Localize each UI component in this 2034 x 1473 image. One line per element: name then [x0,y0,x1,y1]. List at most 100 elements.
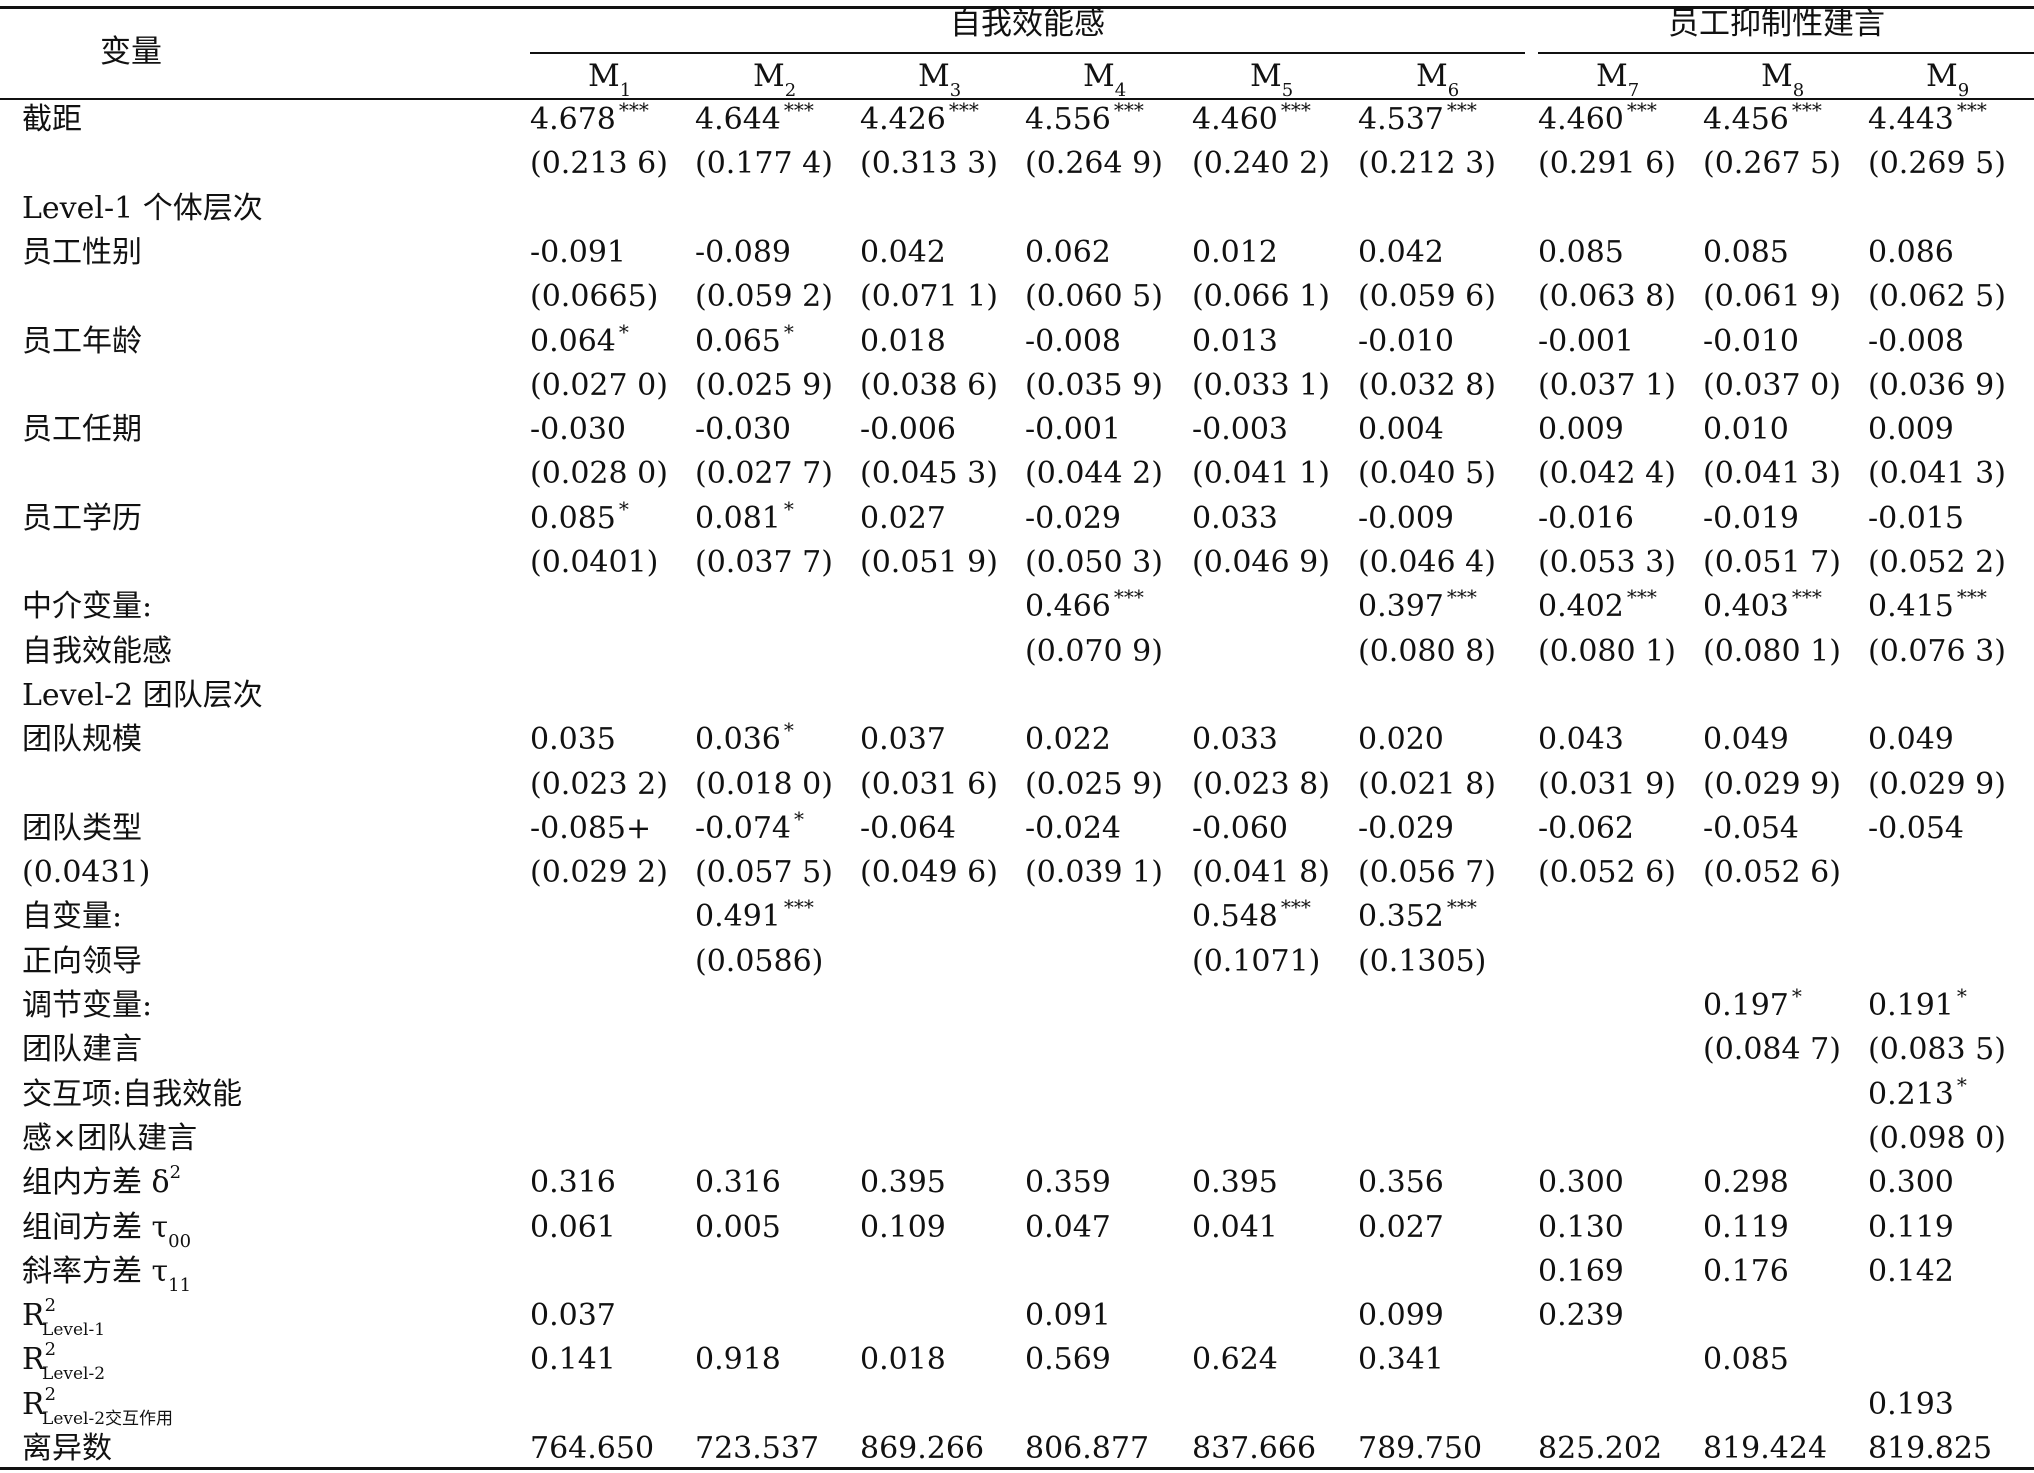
table-cell: 0.061 [530,1210,616,1246]
table-cell: 0.624 [1192,1342,1278,1378]
header-rule [0,98,2034,100]
table-cell: -0.074 * [695,807,804,849]
cell-value: (0.070 9) [1025,633,1163,669]
cell-value: (0.049 6) [860,855,998,891]
cell-value: 4.426 [860,102,946,137]
cell-value: -0.030 [530,412,627,448]
cell-value: (0.027 7) [695,456,833,492]
cell-value: -0.010 [1703,323,1800,359]
table-cell: (0.031 6) [860,767,998,803]
table-cell: (0.080 1) [1703,634,1841,670]
cell-value: (0.059 6) [1358,279,1496,315]
significance-marker: *** [1446,98,1477,122]
model-subscript: 9 [1957,80,1970,101]
table-cell: 0.020 [1358,722,1444,758]
table-cell: 4.456 *** [1703,98,1822,140]
table-cell: 4.460 *** [1192,98,1311,140]
cell-value: 4.456 [1703,102,1789,137]
model-header-4: M4 [1083,58,1126,101]
cell-value: -0.085+ [530,810,652,846]
cell-value: 806.877 [1025,1431,1150,1466]
cell-value: 4.537 [1358,102,1444,137]
model-letter: M [1761,58,1793,94]
row-label-text: 员工性别 [22,234,142,270]
cell-value: (0.052 6) [1538,855,1676,891]
table-cell: 0.109 [860,1210,946,1246]
model-header-2: M2 [753,58,796,101]
cell-value: (0.029 9) [1868,766,2006,802]
cell-value: (0.046 9) [1192,545,1330,580]
cell-value: 0.402 [1538,589,1624,625]
cell-value: (0.041 3) [1868,456,2006,492]
table-cell: 0.300 [1868,1165,1954,1201]
table-cell: (0.053 3) [1538,545,1676,581]
table-cell: 0.397 *** [1358,585,1477,627]
row-label-sup: 2 [169,1162,182,1184]
table-cell: (0.1071) [1192,944,1320,980]
cell-value: (0.051 7) [1703,545,1841,580]
model-letter: M [1083,58,1115,94]
table-cell: 825.202 [1538,1431,1662,1467]
cell-value: 0.397 [1358,589,1444,625]
cell-value: 0.197 [1703,988,1789,1023]
table-cell: -0.015 [1868,501,1964,537]
significance-marker: *** [1956,585,1987,610]
significance-marker: *** [1113,585,1144,610]
table-cell: (0.038 6) [860,368,998,404]
significance-marker: *** [783,895,814,920]
cell-value: 0.010 [1703,412,1789,448]
cell-value: 0.004 [1358,412,1444,448]
cell-value: 0.085 [1703,234,1789,270]
table-cell: (0.213 6) [530,146,668,182]
cell-value: 4.443 [1868,102,1954,137]
significance-marker: *** [1956,98,1987,122]
table-cell: (0.027 7) [695,456,833,492]
table-cell: -0.062 [1538,811,1634,847]
cell-value: -0.024 [1025,810,1122,846]
table-cell: (0.291 6) [1538,146,1676,182]
table-cell: 0.009 [1868,412,1954,448]
table-cell: -0.029 [1358,811,1454,847]
cell-value: 837.666 [1192,1431,1317,1466]
model-letter: M [1596,58,1628,94]
cell-value: 0.130 [1538,1209,1624,1245]
significance-marker: *** [1446,895,1477,920]
table-cell: 4.426 *** [860,98,979,140]
cell-value: -0.001 [1538,323,1635,359]
table-cell: 0.081 * [695,497,794,539]
cell-value: 0.466 [1025,589,1111,625]
table-cell: -0.064 [860,811,956,847]
cell-value: (0.062 5) [1868,279,2006,315]
row-label: 自我效能感 [22,634,172,670]
cell-value: (0.023 2) [530,766,668,802]
table-cell: 0.141 [530,1342,616,1378]
table-cell: (0.313 3) [860,146,998,182]
table-cell: (0.051 9) [860,545,998,581]
row-label-sub: Level-2交互作用 [42,1408,174,1429]
table-cell: (0.083 5) [1868,1032,2006,1068]
cell-value: 0.037 [860,722,946,758]
table-cell: (0.052 6) [1538,855,1676,891]
cell-value: (0.0586) [695,943,824,979]
row-label-text: 团队规模 [22,722,142,758]
table-cell: -0.006 [860,412,956,448]
cell-value: -0.029 [1025,500,1122,536]
table-cell: 0.009 [1538,412,1624,448]
significance-marker: * [1956,1072,1967,1097]
cell-value: (0.053 3) [1538,545,1676,580]
table-cell: 0.043 [1538,722,1624,758]
table-cell: 4.556 *** [1025,98,1144,140]
row-label-sub: Level-2 [42,1364,106,1385]
table-cell: 0.005 [695,1210,781,1246]
table-cell: (0.240 2) [1192,146,1330,182]
cell-value: (0.080 8) [1358,633,1496,669]
cell-value: 0.415 [1868,589,1954,625]
table-cell: (0.059 6) [1358,279,1496,315]
mid-rule-group2 [1538,52,2034,54]
model-subscript: 6 [1447,80,1460,101]
cell-value: (0.018 0) [695,766,833,802]
model-header-1: M1 [588,58,631,101]
table-cell: (0.044 2) [1025,456,1163,492]
table-cell: (0.0586) [695,944,823,980]
cell-value: (0.037 0) [1703,367,1841,403]
